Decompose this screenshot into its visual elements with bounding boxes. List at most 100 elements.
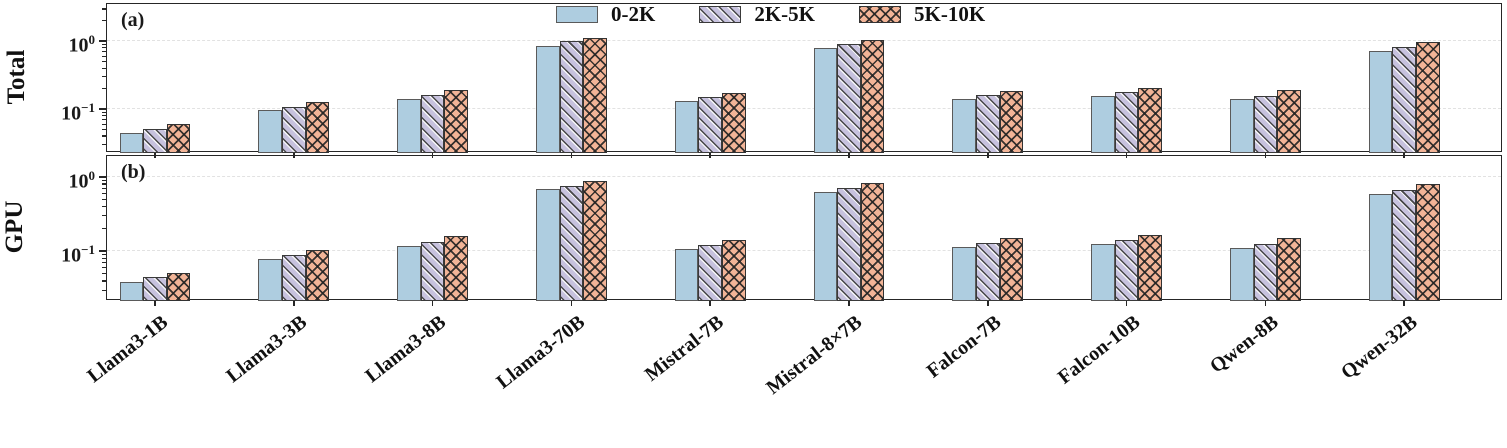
y-minor-tick bbox=[102, 123, 106, 125]
gridline bbox=[107, 250, 1501, 252]
bar-2k-5k-llama3-70b bbox=[559, 185, 584, 301]
y-minor-tick bbox=[102, 8, 106, 10]
bar-5k-10k-llama3-70b bbox=[583, 180, 607, 301]
bar-0-2k-mistral-8×7b bbox=[813, 192, 838, 301]
y-minor-tick bbox=[102, 257, 106, 260]
x-category-label: Qwen-8B bbox=[1206, 311, 1283, 378]
bar-0-2k-llama3-8b bbox=[397, 98, 421, 153]
bar-0-2k-mistral-7b bbox=[674, 100, 699, 153]
subplot-total: (a) 100 10−1 bbox=[61, 3, 1502, 158]
bar-5k-10k-qwen-32b bbox=[1416, 41, 1440, 153]
x-category-label: Mistral-7B bbox=[640, 311, 728, 386]
x-tick bbox=[709, 153, 711, 158]
bar-5k-10k-mistral-8×7b bbox=[860, 39, 885, 153]
bar-2k-5k-mistral-8×7b bbox=[837, 187, 861, 301]
y-major-tick bbox=[99, 250, 106, 253]
y-major-tick bbox=[99, 108, 106, 110]
x-tick bbox=[431, 153, 434, 158]
x-category-label: Qwen-32B bbox=[1337, 311, 1422, 384]
bar-5k-10k-llama3-8b bbox=[444, 236, 468, 301]
y-minor-tick bbox=[102, 254, 106, 256]
bar-5k-10k-llama3-70b bbox=[583, 37, 607, 153]
y-minor-tick bbox=[102, 88, 106, 90]
y-minor-tick bbox=[102, 115, 106, 117]
x-tick bbox=[154, 153, 156, 158]
y-minor-tick bbox=[102, 111, 106, 113]
x-tick bbox=[431, 301, 434, 306]
bar-0-2k-llama3-3b bbox=[258, 110, 282, 153]
y-tick-label: 10−1 bbox=[61, 242, 95, 267]
bar-0-2k-falcon-7b bbox=[952, 247, 976, 301]
x-category-label: Mistral-8×7B bbox=[762, 311, 867, 399]
bar-5k-10k-llama3-1b bbox=[166, 273, 191, 301]
y-minor-tick bbox=[102, 128, 106, 131]
bar-5k-10k-mistral-8×7b bbox=[860, 182, 885, 301]
bar-2k-5k-mistral-8×7b bbox=[837, 44, 861, 153]
bar-2k-5k-llama3-8b bbox=[420, 241, 445, 301]
y-tick-label: 10−1 bbox=[61, 100, 95, 125]
x-tick bbox=[1125, 153, 1128, 158]
x-tick bbox=[987, 301, 989, 306]
y-minor-tick bbox=[102, 267, 106, 269]
legend-swatch-diagonal-hatch bbox=[699, 6, 742, 23]
bar-0-2k-qwen-32b bbox=[1368, 50, 1393, 153]
x-category-label: Llama3-8B bbox=[361, 311, 451, 388]
panel-tag-a: (a) bbox=[121, 9, 145, 31]
y-minor-tick bbox=[102, 43, 106, 45]
x-tick bbox=[1403, 301, 1405, 306]
bar-2k-5k-qwen-32b bbox=[1392, 189, 1416, 301]
bar-2k-5k-llama3-8b bbox=[420, 94, 445, 153]
x-tick bbox=[570, 153, 573, 158]
bar-5k-10k-llama3-3b bbox=[305, 249, 330, 301]
y-tick-label: 100 bbox=[68, 167, 96, 193]
y-minor-tick bbox=[102, 47, 106, 49]
bar-5k-10k-falcon-10b bbox=[1138, 234, 1162, 301]
bar-2k-5k-qwen-8b bbox=[1253, 95, 1278, 153]
x-category-label: Llama3-70B bbox=[492, 311, 589, 394]
bar-0-2k-falcon-10b bbox=[1091, 244, 1115, 301]
y-minor-tick bbox=[102, 61, 106, 63]
y-minor-tick bbox=[102, 289, 106, 291]
x-tick bbox=[1125, 301, 1128, 306]
bar-0-2k-llama3-70b bbox=[536, 45, 560, 153]
x-tick bbox=[1403, 153, 1405, 158]
bar-2k-5k-llama3-3b bbox=[282, 106, 306, 153]
bar-0-2k-mistral-7b bbox=[674, 249, 699, 301]
x-category-label: Falcon-7B bbox=[922, 311, 1006, 383]
y-major-tick bbox=[99, 175, 106, 178]
y-minor-tick bbox=[102, 205, 106, 207]
bar-5k-10k-qwen-8b bbox=[1277, 238, 1301, 301]
y-minor-tick bbox=[102, 20, 106, 22]
y-minor-tick bbox=[102, 76, 106, 78]
bar-5k-10k-qwen-32b bbox=[1416, 184, 1440, 301]
x-tick bbox=[848, 301, 850, 306]
x-tick bbox=[987, 153, 989, 158]
bar-2k-5k-falcon-7b bbox=[976, 95, 1000, 153]
x-category-label: Llama3-1B bbox=[83, 311, 173, 388]
bar-0-2k-qwen-8b bbox=[1230, 247, 1254, 301]
bar-5k-10k-falcon-7b bbox=[999, 90, 1024, 153]
bar-5k-10k-llama3-3b bbox=[305, 101, 330, 153]
x-tick bbox=[848, 153, 850, 158]
x-category-label: Llama3-3B bbox=[222, 311, 312, 388]
x-tick bbox=[293, 301, 295, 306]
gridline bbox=[107, 108, 1501, 110]
x-tick bbox=[1264, 153, 1267, 158]
bar-5k-10k-falcon-7b bbox=[999, 237, 1024, 301]
legend-item-5k-10k: 5K-10K bbox=[859, 2, 985, 27]
y-minor-tick bbox=[102, 51, 106, 53]
bar-0-2k-falcon-10b bbox=[1091, 96, 1115, 153]
bar-0-2k-qwen-32b bbox=[1368, 194, 1393, 301]
y-axis-label-total: Total bbox=[3, 49, 30, 105]
y-minor-tick bbox=[102, 228, 106, 230]
y-minor-tick bbox=[102, 179, 106, 181]
bar-5k-10k-mistral-7b bbox=[722, 239, 746, 301]
y-minor-tick bbox=[102, 198, 106, 200]
panel-tag-b: (b) bbox=[121, 161, 146, 183]
y-major-tick bbox=[99, 40, 106, 43]
bar-0-2k-llama3-70b bbox=[536, 189, 560, 301]
y-minor-tick bbox=[102, 67, 106, 69]
legend-swatch-cross-hatch bbox=[859, 6, 901, 23]
x-tick bbox=[293, 153, 295, 158]
